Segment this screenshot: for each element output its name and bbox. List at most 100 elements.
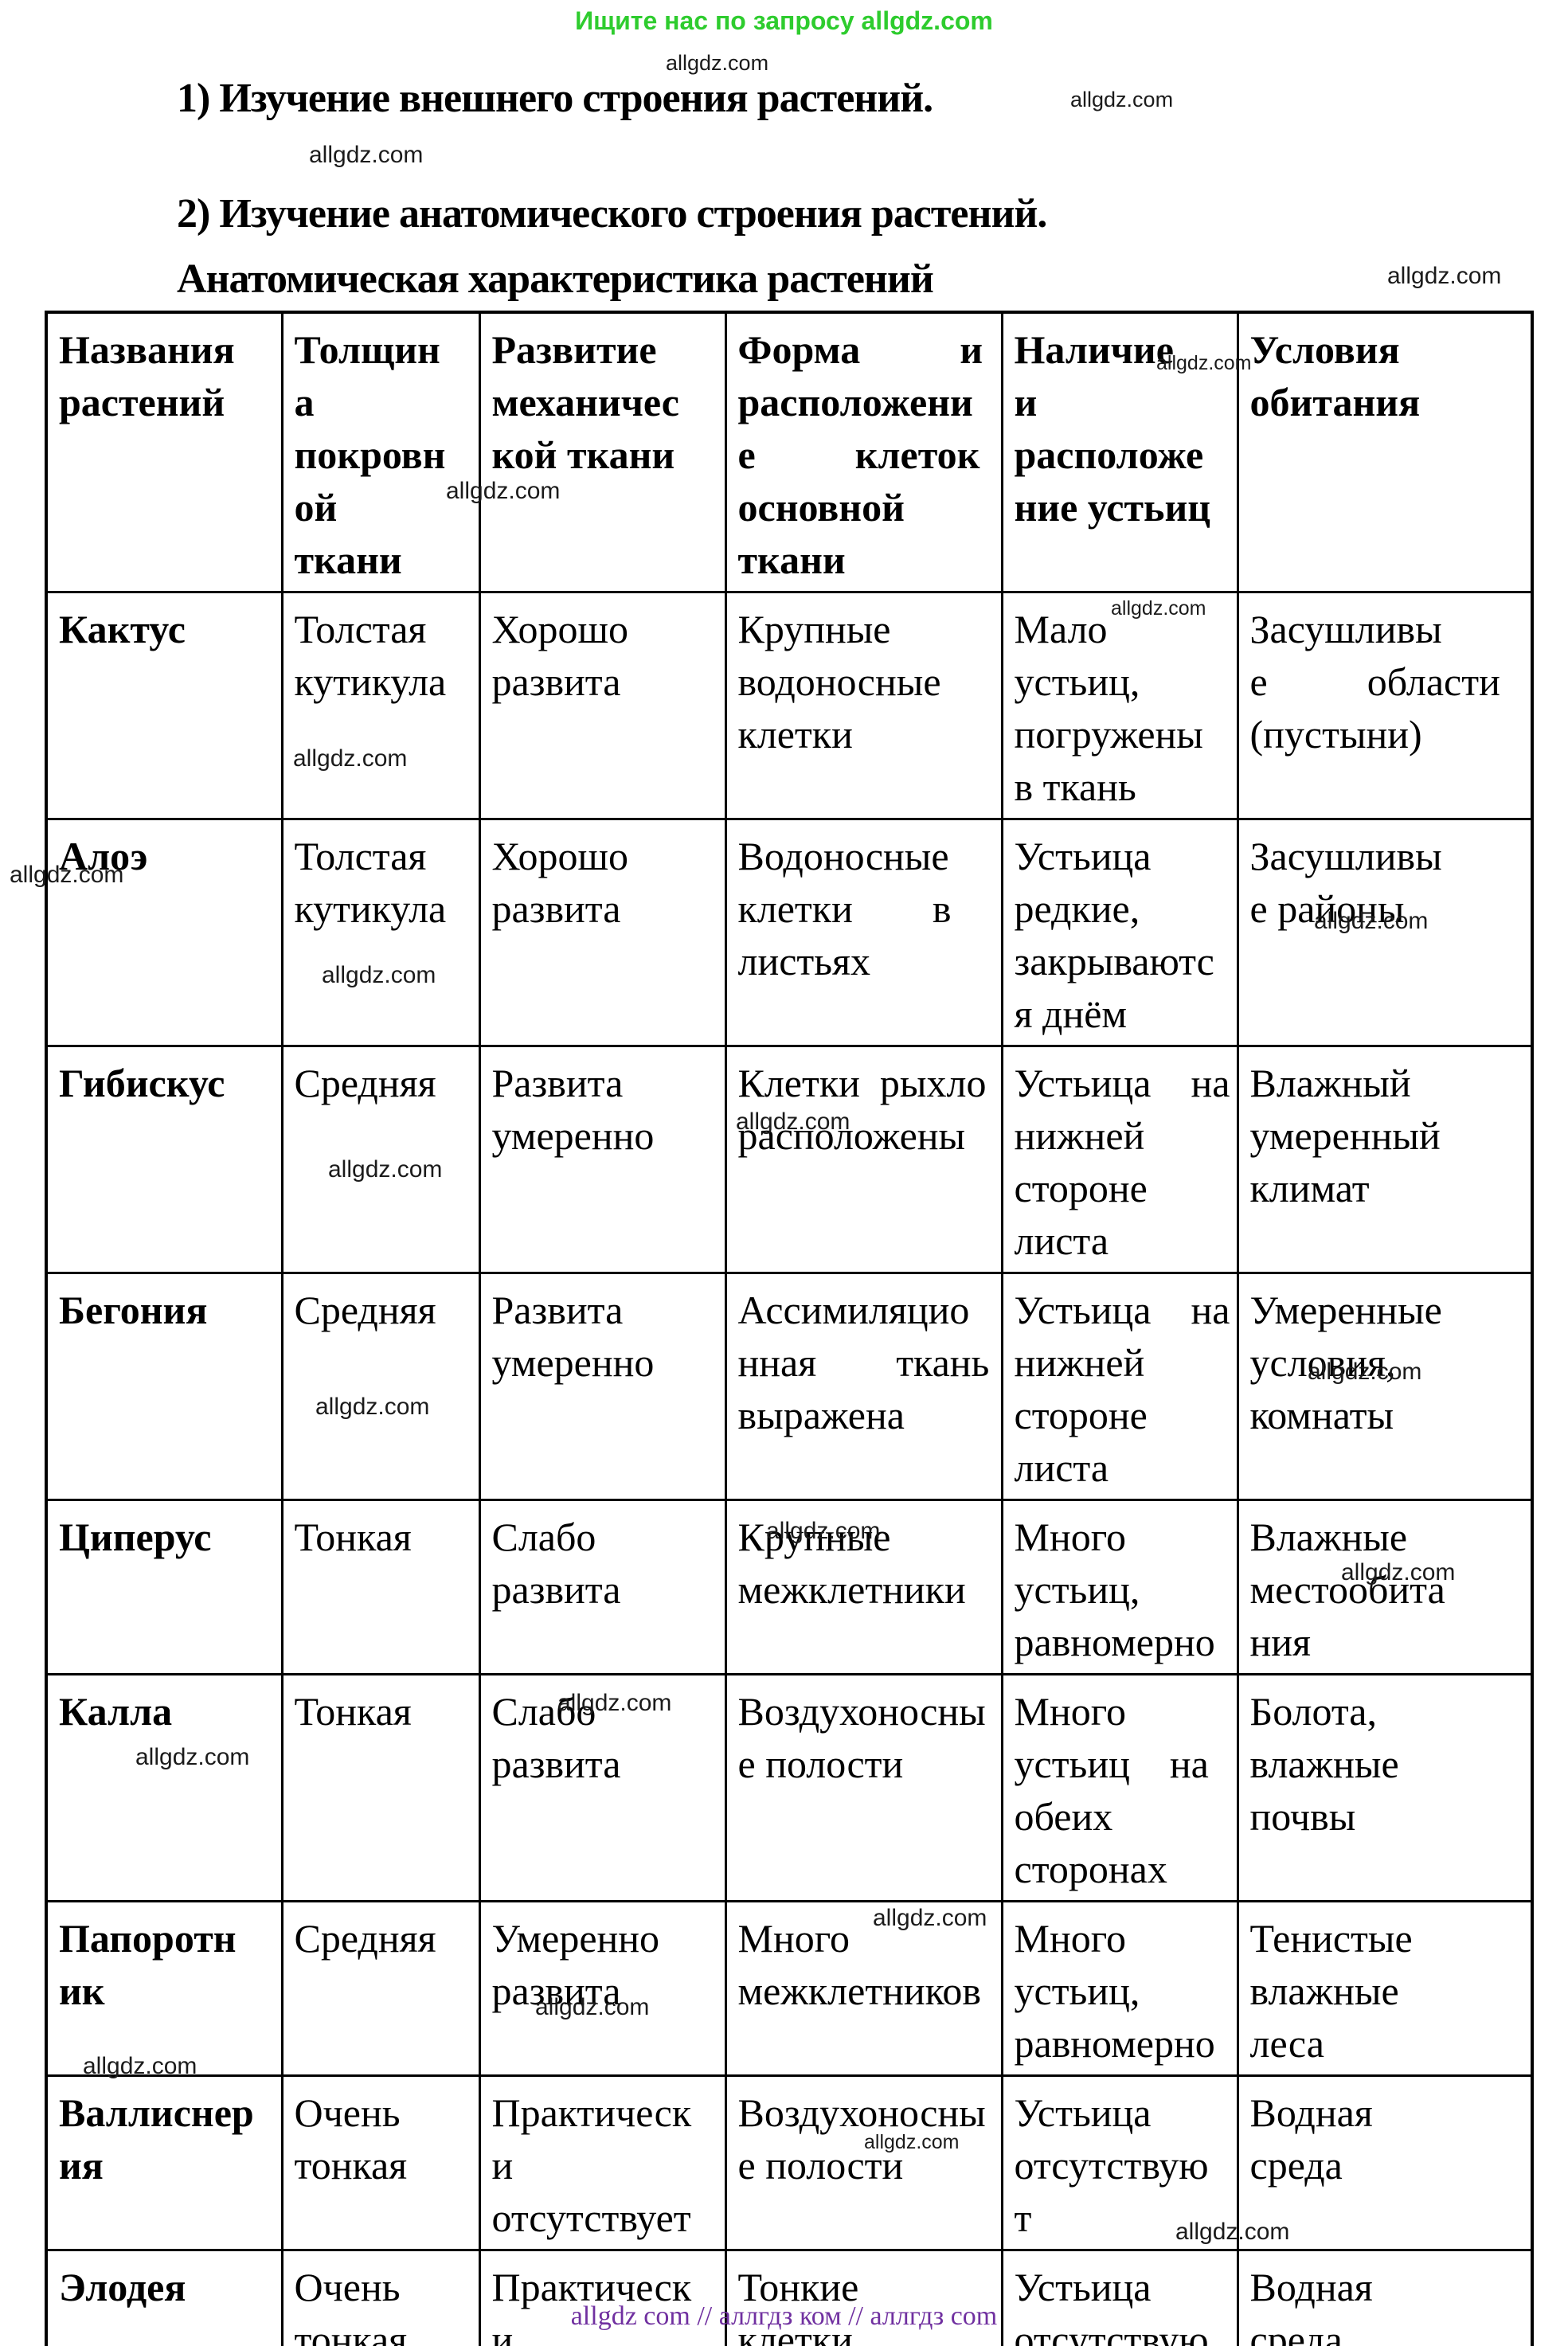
table-cell: Крупные водоносные клетки xyxy=(724,591,1003,820)
watermark-text: allgdz.com xyxy=(864,2131,960,2153)
row-header-plant-name: Бегония xyxy=(45,1272,283,1501)
table-cell: Ассимиляцио нная ткань выражена xyxy=(724,1272,1003,1501)
column-header: Наличие и расположе ние устьиц xyxy=(1000,311,1239,593)
row-header-plant-name: Калла xyxy=(45,1673,283,1902)
table-cell: Воздухоносны е полости xyxy=(724,1673,1003,1902)
watermark-text: allgdz.com xyxy=(1111,597,1206,620)
heading-external-structure: 1) Изучение внешнего строения растений. xyxy=(177,76,933,121)
table-row: Бегония Средняя Развита умеренно Ассимиляци… xyxy=(45,1272,1534,1501)
watermark-text: allgdz.com xyxy=(1314,908,1429,934)
table-cell: Много межклетников xyxy=(724,1900,1003,2077)
table-cell: Толстая кутикула xyxy=(280,818,481,1047)
table-row: Алоэ Толстая кутикула Хорошо развита Водоно… xyxy=(45,818,1534,1047)
table-cell: Воздухоносны е полости xyxy=(724,2074,1003,2251)
column-header: Развитие механичес кой ткани xyxy=(478,311,727,593)
promo-banner-text: Ищите нас по запросу allgdz.com xyxy=(575,6,993,35)
watermark-text: allgdz.com xyxy=(535,1994,650,2020)
table-cell: Устьица на нижней стороне листа xyxy=(1000,1272,1239,1501)
column-header: Условия обитания xyxy=(1236,311,1534,593)
watermark-text: allgdz.com xyxy=(10,862,124,888)
row-header-plant-name: Алоэ xyxy=(45,818,283,1047)
table-cell: Слабо развита xyxy=(478,1673,727,1902)
watermark-text: allgdz.com xyxy=(766,1518,881,1544)
watermark-text: allgdz.com xyxy=(1308,1359,1422,1385)
table-row: Валлиснер ия Очень тонкая Практическ и отс… xyxy=(45,2074,1534,2251)
row-header-plant-name: Элодея xyxy=(45,2249,283,2346)
table-cell: Очень тонкая xyxy=(280,2074,481,2251)
watermark-text: allgdz.com xyxy=(1070,88,1174,111)
table-cell: Умеренно развита xyxy=(478,1900,727,2077)
table-cell: Тенистые влажные леса xyxy=(1236,1900,1534,2077)
table-cell: Устьица отсутствую т xyxy=(1000,2249,1239,2346)
heading-anatomical-structure: 2) Изучение анатомического строения раст… xyxy=(177,191,1047,237)
table-cell: Много устьиц, равномерно xyxy=(1000,1499,1239,1675)
footer-text: allgdz com // аллгдз ком // аллгдз com xyxy=(570,2301,998,2331)
table-cell: Толстая кутикула xyxy=(280,591,481,820)
table-cell: Водная среда xyxy=(1236,2074,1534,2251)
table-cell: Много устьиц на обеих сторонах xyxy=(1000,1673,1239,1902)
watermark-text: allgdz.com xyxy=(309,142,424,168)
watermark-text: allgdz.com xyxy=(328,1156,443,1183)
table-row: Калла Тонкая Слабо развита Воздухоносны е п… xyxy=(45,1673,1534,1902)
watermark-text: allgdz.com xyxy=(135,1744,250,1770)
column-header: Толщин а покровн ой ткани xyxy=(280,311,481,593)
table-cell: Мало устьиц, погружены в ткань xyxy=(1000,591,1239,820)
table-cell: Средняя xyxy=(280,1900,481,2077)
watermark-text: allgdz.com xyxy=(1156,352,1252,374)
table-cell: Засушливы е районы xyxy=(1236,818,1534,1047)
table-row: Папоротн ик Средняя Умеренно развита Много … xyxy=(45,1900,1534,2077)
row-header-plant-name: Циперус xyxy=(45,1499,283,1675)
table-row: Циперус Тонкая Слабо развита Крупные межкле… xyxy=(45,1499,1534,1675)
watermark-text: allgdz.com xyxy=(1175,2219,1290,2245)
plant-anatomy-table: Названия растений Толщин а покровн ой тка… xyxy=(45,311,1534,2346)
table-cell: Влажный умеренный климат xyxy=(1236,1045,1534,1274)
table-cell: Тонкие клетки, межклетники xyxy=(724,2249,1003,2346)
watermark-text: allgdz.com xyxy=(873,1905,987,1931)
column-header: Форма и расположени е клеток основной тк… xyxy=(724,311,1003,593)
table-cell: Устьица редкие, закрываютс я днём xyxy=(1000,818,1239,1047)
watermark-text: allgdz.com xyxy=(315,1394,430,1420)
table-cell: Засушливы е области (пустыни) xyxy=(1236,591,1534,820)
watermark-text: allgdz.com xyxy=(83,2053,197,2079)
column-header: Названия растений xyxy=(45,311,283,593)
table-cell: Средняя xyxy=(280,1045,481,1274)
row-header-plant-name: Папоротн ик xyxy=(45,1900,283,2077)
watermark-text: allgdz.com xyxy=(557,1690,672,1716)
watermark-text: allgdz.com xyxy=(322,962,436,988)
header-row: Названия растений Толщин а покровн ой тка… xyxy=(45,311,1534,593)
table-cell: Болота, влажные почвы xyxy=(1236,1673,1534,1902)
watermark-text: allgdz.com xyxy=(1387,263,1502,289)
table-cell: Очень тонкая xyxy=(280,2249,481,2346)
table-cell: Влажные местообита ния xyxy=(1236,1499,1534,1675)
table-cell: Устьица на нижней стороне листа xyxy=(1000,1045,1239,1274)
table-cell: Средняя xyxy=(280,1272,481,1501)
table-cell: Много устьиц, равномерно xyxy=(1000,1900,1239,2077)
table-cell: Крупные межклетники xyxy=(724,1499,1003,1675)
table-cell: Хорошо развита xyxy=(478,591,727,820)
table-cell: Тонкая xyxy=(280,1499,481,1675)
row-header-plant-name: Кактус xyxy=(45,591,283,820)
table-cell: Устьица отсутствую т xyxy=(1000,2074,1239,2251)
table-cell: Практическ и отсутствует xyxy=(478,2074,727,2251)
row-header-plant-name: Валлиснер ия xyxy=(45,2074,283,2251)
table-cell: Практическ и отсутствует xyxy=(478,2249,727,2346)
table-cell: Водная среда xyxy=(1236,2249,1534,2346)
table-row: Гибискус Средняя Развита умеренно Клетки ры… xyxy=(45,1045,1534,1274)
watermark-text: allgdz.com xyxy=(736,1108,850,1135)
table-row: Кактус Толстая кутикула Хорошо развита Круп… xyxy=(45,591,1534,820)
table-cell: Развита умеренно xyxy=(478,1272,727,1501)
table-cell: Умеренные условия, комнаты xyxy=(1236,1272,1534,1501)
watermark-text: allgdz.com xyxy=(293,745,408,772)
table-cell: Слабо развита xyxy=(478,1499,727,1675)
table-cell: Тонкая xyxy=(280,1673,481,1902)
watermark-text: allgdz.com xyxy=(1341,1559,1456,1586)
watermark-text: allgdz.com xyxy=(666,51,769,75)
watermark-text: allgdz.com xyxy=(446,478,561,504)
table-cell: Хорошо развита xyxy=(478,818,727,1047)
table-cell: Развита умеренно xyxy=(478,1045,727,1274)
table-title: Анатомическая характеристика растений xyxy=(177,256,934,302)
row-header-plant-name: Гибискус xyxy=(45,1045,283,1274)
table-cell: Клетки рыхло расположены xyxy=(724,1045,1003,1274)
